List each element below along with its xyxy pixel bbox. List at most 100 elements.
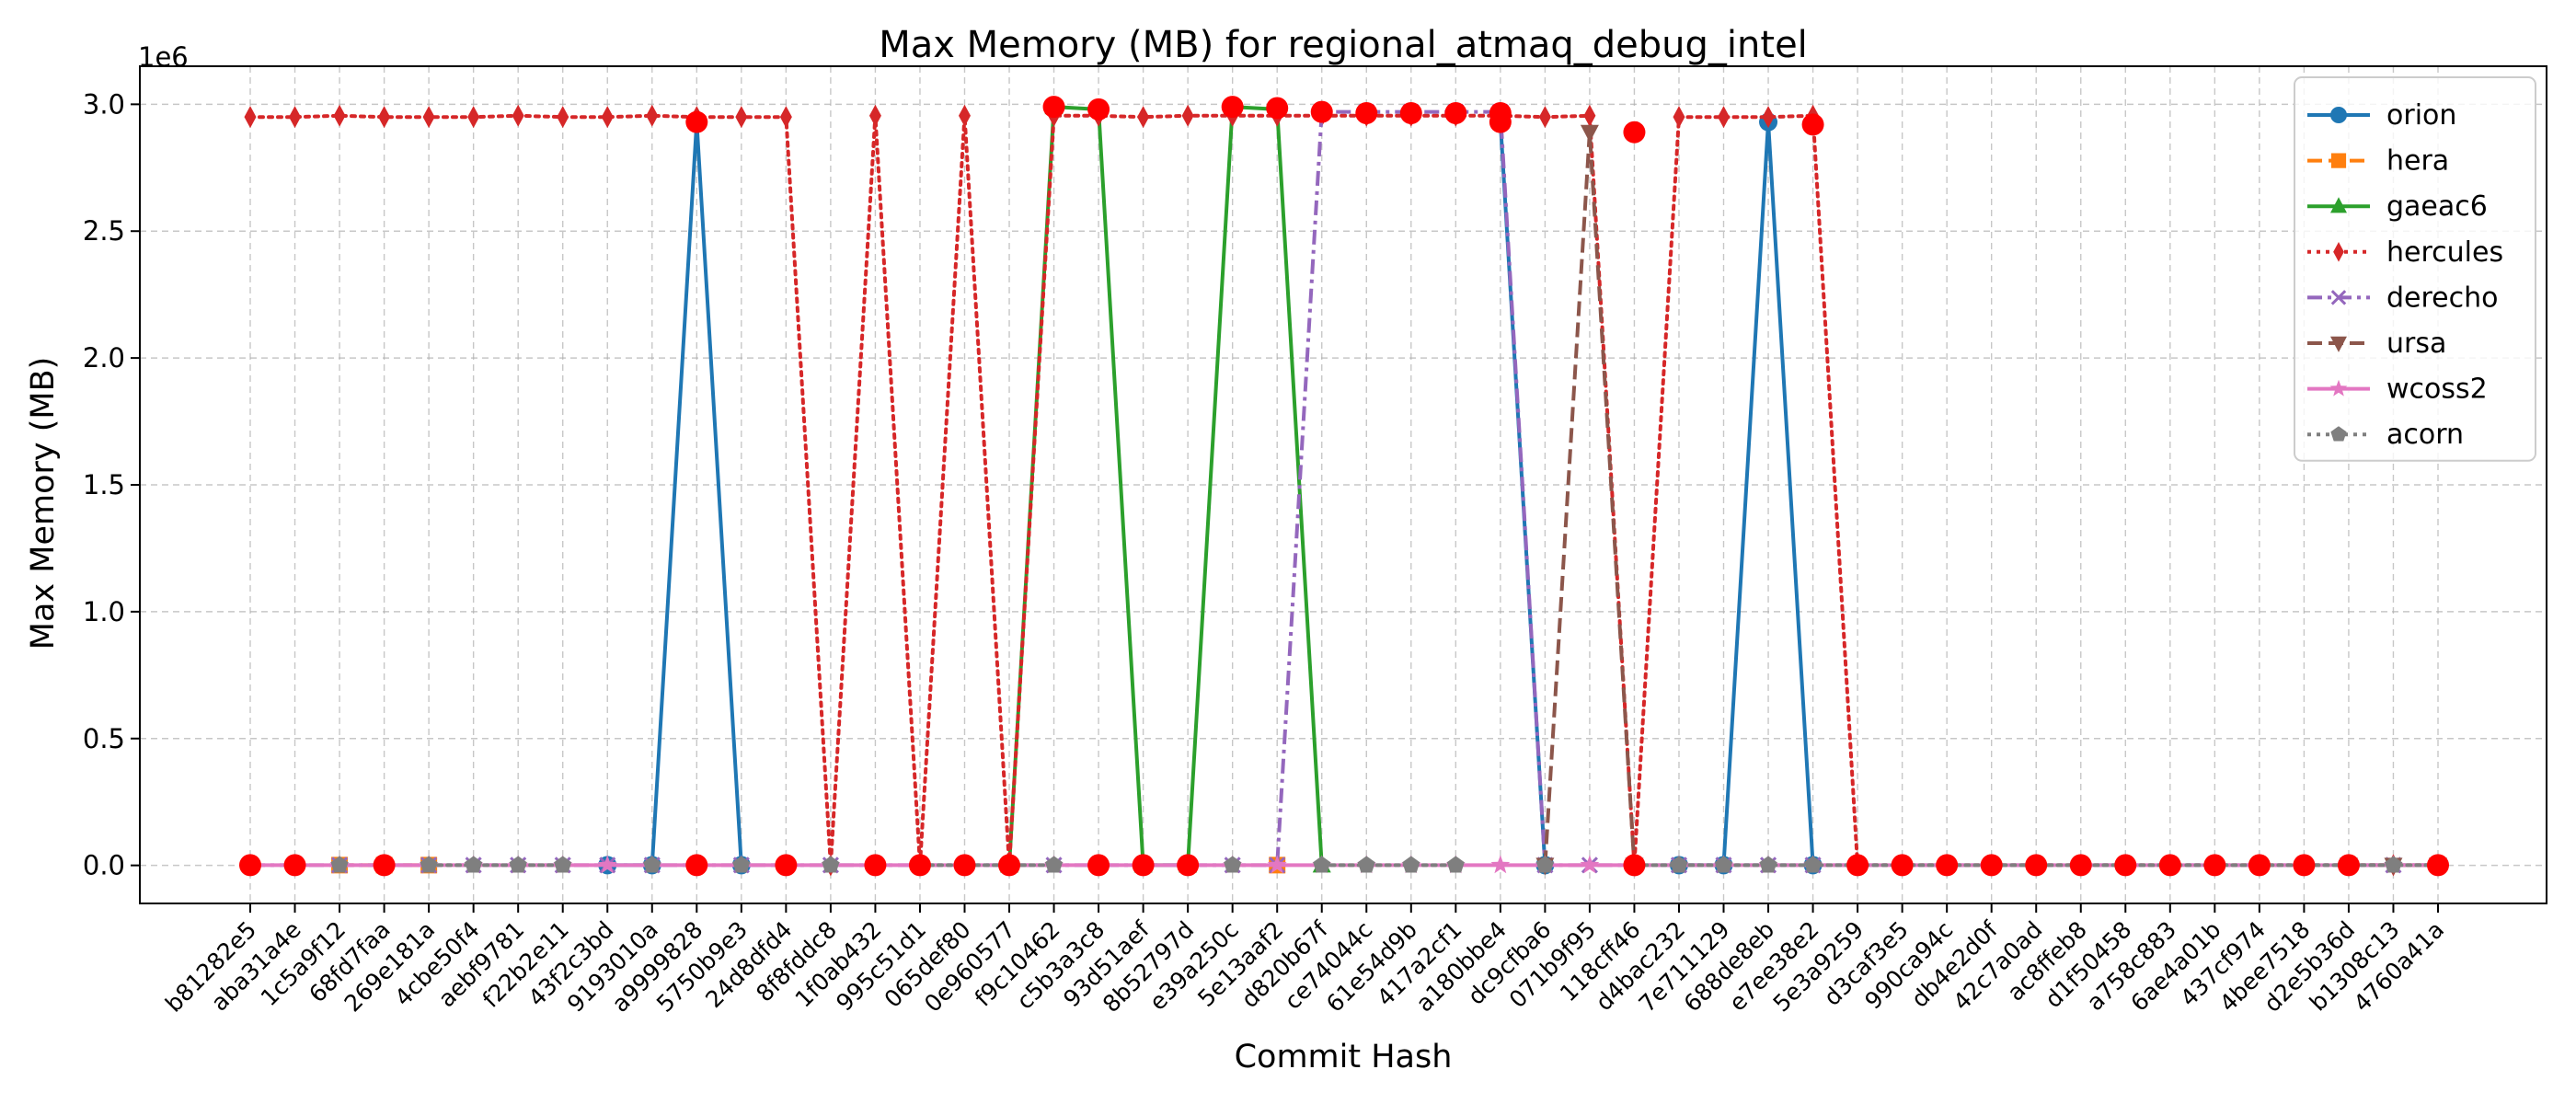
legend-entry-acorn: acorn bbox=[2307, 419, 2464, 451]
data-point-hercules bbox=[1583, 104, 1596, 127]
highlight-point bbox=[908, 854, 931, 877]
highlight-point bbox=[953, 854, 976, 877]
legend-entry-ursa: ursa bbox=[2307, 328, 2446, 360]
legend-box bbox=[2294, 76, 2536, 462]
highlight-point bbox=[239, 854, 261, 877]
highlight-point bbox=[1310, 100, 1333, 123]
data-point-wcoss2 bbox=[1490, 855, 1511, 874]
highlight-point bbox=[1489, 110, 1512, 133]
highlight-point bbox=[283, 854, 306, 877]
legend-marker bbox=[2333, 242, 2344, 262]
data-point-acorn bbox=[643, 856, 661, 873]
highlight-point bbox=[2293, 854, 2316, 877]
legend-label: ursa bbox=[2386, 328, 2446, 360]
data-point-acorn bbox=[822, 856, 840, 873]
highlight-point bbox=[1221, 96, 1244, 119]
data-point-acorn bbox=[1535, 856, 1554, 873]
data-point-hercules bbox=[1673, 106, 1685, 129]
data-point-acorn bbox=[1446, 856, 1465, 873]
highlight-point bbox=[2025, 854, 2048, 877]
highlight-point bbox=[2114, 854, 2137, 877]
data-point-acorn bbox=[1715, 856, 1732, 873]
data-point-hercules bbox=[1718, 106, 1731, 129]
legend-marker bbox=[2330, 107, 2347, 123]
data-point-hercules bbox=[333, 104, 346, 127]
data-point-hercules bbox=[779, 106, 792, 129]
highlight-point bbox=[1801, 113, 1824, 136]
highlight-point bbox=[685, 110, 708, 133]
data-point-wcoss2 bbox=[1267, 855, 1287, 874]
data-point-hercules bbox=[958, 104, 971, 127]
data-point-acorn bbox=[1759, 856, 1777, 873]
legend-label: acorn bbox=[2386, 419, 2464, 451]
data-point-ursa bbox=[1580, 124, 1599, 143]
y-tick-label: 1.5 bbox=[83, 469, 125, 500]
highlight-point bbox=[1980, 854, 2003, 877]
data-point-hercules bbox=[422, 106, 435, 129]
y-tick-label: 2.0 bbox=[83, 342, 125, 374]
data-point-hercules bbox=[467, 106, 480, 129]
legend-entry-orion: orion bbox=[2307, 99, 2456, 132]
legend-label: derecho bbox=[2386, 282, 2499, 314]
highlight-point bbox=[775, 854, 798, 877]
highlight-point bbox=[2248, 854, 2271, 877]
highlight-point bbox=[685, 854, 708, 877]
legend-marker bbox=[2329, 379, 2348, 397]
highlight-point bbox=[1891, 854, 1914, 877]
data-point-hercules bbox=[1538, 106, 1551, 129]
data-point-wcoss2 bbox=[597, 855, 617, 874]
legend-label: hercules bbox=[2386, 236, 2503, 269]
highlight-point bbox=[998, 854, 1021, 877]
highlight-point bbox=[2203, 854, 2226, 877]
data-point-acorn bbox=[509, 856, 527, 873]
highlight-point bbox=[2337, 854, 2360, 877]
data-point-hercules bbox=[1181, 104, 1194, 127]
highlight-point bbox=[2069, 854, 2092, 877]
series-line-hercules bbox=[248, 113, 2440, 868]
data-point-hercules bbox=[289, 106, 302, 129]
data-point-acorn bbox=[420, 856, 438, 873]
data-point-acorn bbox=[1224, 856, 1242, 873]
legend-label: orion bbox=[2386, 99, 2456, 132]
data-point-hercules bbox=[1137, 106, 1150, 129]
data-point-acorn bbox=[1357, 856, 1375, 873]
y-tick-label: 2.5 bbox=[83, 215, 125, 247]
data-point-acorn bbox=[2385, 856, 2402, 873]
highlight-point bbox=[1399, 102, 1422, 125]
highlight-point bbox=[1444, 102, 1467, 125]
y-tick-label: 0.0 bbox=[83, 850, 125, 881]
data-point-wcoss2 bbox=[1580, 855, 1600, 874]
highlight-point bbox=[1042, 96, 1065, 119]
legend: orion hera gaeac6 hercules derecho ursa wcoss2… bbox=[2294, 76, 2536, 462]
y-scale-label: 1e6 bbox=[138, 41, 189, 73]
data-point-hercules bbox=[868, 104, 881, 127]
y-axis-label: Max Memory (MB) bbox=[25, 357, 62, 650]
data-point-acorn bbox=[732, 856, 751, 873]
data-point-acorn bbox=[330, 856, 349, 873]
data-point-hercules bbox=[601, 106, 614, 129]
highlight-point bbox=[864, 854, 887, 877]
legend-entry-derecho: derecho bbox=[2307, 282, 2499, 314]
y-tick-label: 0.5 bbox=[83, 723, 125, 754]
y-axis-ticks: 0.0 0.5 1.0 1.5 2.0 2.5 3.0 bbox=[83, 88, 140, 881]
data-point-hercules bbox=[735, 106, 748, 129]
y-tick-label: 3.0 bbox=[83, 88, 125, 120]
y-tick-label: 1.0 bbox=[83, 596, 125, 627]
highlight-point bbox=[373, 854, 396, 877]
legend-label: hera bbox=[2386, 145, 2449, 178]
highlight-point bbox=[2427, 854, 2449, 877]
series-line-ursa bbox=[1543, 130, 1637, 866]
legend-label: gaeac6 bbox=[2386, 190, 2488, 223]
x-axis-label: Commit Hash bbox=[1235, 1039, 1453, 1075]
legend-label: wcoss2 bbox=[2386, 374, 2488, 406]
legend-marker bbox=[2330, 290, 2347, 305]
highlight-layer bbox=[239, 96, 2449, 877]
legend-marker bbox=[2330, 153, 2347, 168]
data-point-acorn bbox=[554, 856, 572, 873]
highlight-point bbox=[2158, 854, 2181, 877]
data-point-acorn bbox=[1670, 856, 1688, 873]
legend-entry-gaeac6: gaeac6 bbox=[2307, 190, 2488, 223]
legend-marker bbox=[2330, 197, 2347, 213]
legend-entry-hera: hera bbox=[2307, 145, 2449, 178]
